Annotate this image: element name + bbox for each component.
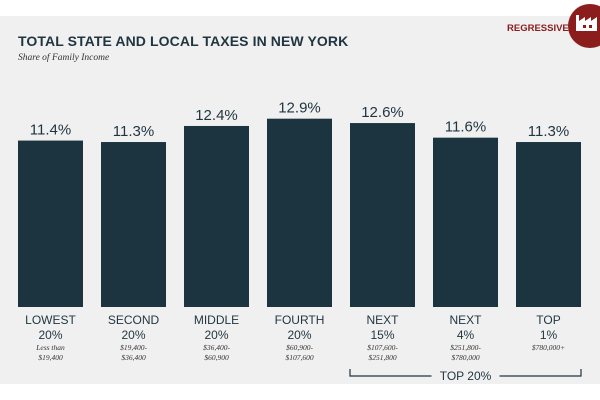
bracket-right-line xyxy=(499,369,582,377)
income-range-4-line2: $107,600 xyxy=(285,353,313,362)
category-share-1: 20% xyxy=(38,328,62,342)
bar-6 xyxy=(433,137,498,307)
chart-subtitle: Share of Family Income xyxy=(18,53,110,63)
category-share-3: 20% xyxy=(204,328,228,342)
value-label-4: 12.9% xyxy=(278,100,321,117)
category-share-4: 20% xyxy=(287,328,311,342)
income-range-3-line1: $36,400- xyxy=(203,343,230,352)
category-label-5: NEXT xyxy=(366,313,399,327)
income-range-2-line2: $36,400 xyxy=(121,353,146,362)
category-share-7: 1% xyxy=(540,328,558,342)
income-range-7-line1: $780,000+ xyxy=(532,343,565,352)
value-label-2: 11.3% xyxy=(113,123,154,140)
bar-1 xyxy=(18,140,83,307)
category-label-2: SECOND xyxy=(108,313,160,327)
category-label-3: MIDDLE xyxy=(194,313,239,327)
bar-2 xyxy=(101,142,166,307)
bracket-left-line xyxy=(349,369,432,377)
category-label-1: LOWEST xyxy=(25,313,76,327)
value-label-7: 11.3% xyxy=(528,123,569,140)
income-range-5-line1: $107,600- xyxy=(367,343,398,352)
value-label-3: 12.4% xyxy=(195,107,238,124)
category-share-5: 15% xyxy=(370,328,394,342)
bar-3 xyxy=(184,125,249,307)
income-range-1-line2: $19,400 xyxy=(38,353,63,362)
value-label-5: 12.6% xyxy=(361,104,404,121)
income-range-5-line2: $251,800 xyxy=(368,353,396,362)
factory-icon xyxy=(576,15,597,31)
bar-4 xyxy=(267,118,332,307)
value-label-6: 11.6% xyxy=(445,119,486,136)
category-share-6: 4% xyxy=(457,328,475,342)
income-range-2-line1: $19,400- xyxy=(120,343,147,352)
chart-title: TOTAL STATE AND LOCAL TAXES IN NEW YORK xyxy=(18,33,349,49)
income-range-6-line1: $251,800- xyxy=(450,343,481,352)
bracket-label: TOP 20% xyxy=(440,369,492,383)
income-range-6-line2: $780,000 xyxy=(451,353,479,362)
income-range-3-line2: $60,900 xyxy=(204,353,229,362)
income-range-4-line1: $60,900- xyxy=(286,343,313,352)
regressive-badge xyxy=(568,4,600,48)
category-label-4: FOURTH xyxy=(275,313,325,327)
category-label-7: TOP xyxy=(536,313,560,327)
value-label-1: 11.4% xyxy=(30,122,71,139)
bar-5 xyxy=(350,123,415,307)
regressive-badge-label: REGRESSIVE xyxy=(507,23,569,34)
income-range-1-line1: Less than xyxy=(35,343,65,352)
bar-7 xyxy=(516,142,581,307)
category-label-6: NEXT xyxy=(449,313,482,327)
category-share-2: 20% xyxy=(121,328,145,342)
